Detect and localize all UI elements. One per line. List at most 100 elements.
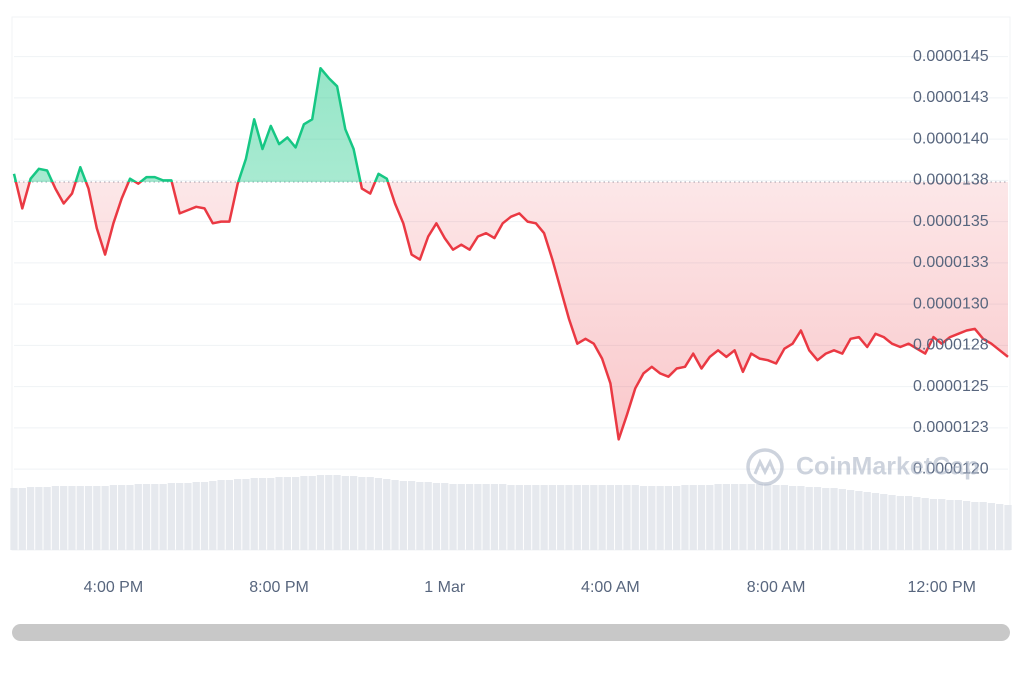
- volume-bar: [474, 484, 482, 550]
- y-tick-label: 0.0000138: [913, 172, 989, 189]
- volume-bar: [780, 485, 788, 550]
- volume-bar: [855, 491, 863, 550]
- volume-bar: [366, 477, 374, 550]
- volume-bar: [374, 478, 383, 550]
- volume-bar: [697, 485, 706, 550]
- volume-bar: [623, 485, 631, 550]
- volume-bar: [84, 486, 93, 550]
- volume-bar: [10, 488, 18, 550]
- y-tick-label: 0.0000135: [913, 213, 989, 230]
- volume-bar: [449, 484, 457, 550]
- volume-bar: [606, 485, 615, 550]
- volume-bar: [706, 485, 714, 550]
- x-tick-label: 4:00 PM: [84, 579, 144, 596]
- volume-bar: [830, 488, 838, 550]
- volume-bar: [101, 486, 109, 550]
- x-tick-label: 12:00 PM: [907, 579, 975, 596]
- volume-bar: [432, 483, 441, 550]
- volume-bar: [167, 483, 176, 550]
- volume-bar: [383, 479, 391, 550]
- volume-bar: [109, 485, 118, 550]
- volume-bar: [26, 487, 35, 550]
- volume-bar: [76, 486, 84, 550]
- volume-bar: [954, 500, 962, 550]
- volume-bar: [242, 479, 250, 550]
- volume-bar: [846, 490, 855, 550]
- volume-bar: [457, 484, 465, 550]
- volume-bar: [648, 486, 656, 550]
- volume-bar: [358, 477, 366, 550]
- volume-bar: [234, 479, 242, 550]
- y-tick-label: 0.0000128: [913, 337, 989, 354]
- y-tick-label: 0.0000125: [913, 378, 989, 395]
- volume-bar: [499, 484, 507, 550]
- watermark-text: CoinMarketCap: [796, 453, 979, 481]
- volume-bar: [291, 477, 300, 550]
- volume-bar: [631, 485, 639, 550]
- volume-bar: [938, 499, 946, 550]
- volume-bar: [416, 482, 424, 550]
- volume-bar: [399, 481, 407, 550]
- volume-bar: [126, 485, 134, 550]
- volume-bar: [772, 485, 780, 550]
- volume-bar: [797, 486, 805, 550]
- volume-bar: [159, 484, 167, 550]
- y-tick-label: 0.0000120: [913, 460, 989, 477]
- y-tick-label: 0.0000143: [913, 89, 989, 106]
- volume-bar: [176, 483, 184, 550]
- volume-bar: [1004, 505, 1012, 550]
- volume-bar: [308, 476, 316, 550]
- volume-bar: [946, 500, 954, 550]
- volume-bar: [532, 485, 540, 550]
- volume-bar: [664, 486, 673, 550]
- volume-bar: [722, 484, 731, 550]
- volume-bar: [987, 503, 996, 550]
- volume-bar: [581, 485, 590, 550]
- y-tick-label: 0.0000145: [913, 48, 989, 65]
- y-tick-label: 0.0000140: [913, 130, 989, 147]
- volume-bar: [192, 482, 200, 550]
- volume-bar: [755, 484, 764, 550]
- volume-bar: [341, 476, 349, 550]
- volume-bar: [51, 486, 60, 550]
- volume-bar: [333, 475, 341, 550]
- x-tick-label: 8:00 PM: [249, 579, 309, 596]
- volume-bar: [979, 502, 987, 550]
- volume-bar: [896, 496, 904, 550]
- volume-bar: [209, 481, 217, 550]
- volume-bar: [714, 484, 722, 550]
- volume-bar: [441, 483, 449, 550]
- volume-bar: [490, 484, 499, 550]
- volume-bar: [681, 485, 689, 550]
- volume-bar: [880, 494, 888, 550]
- volume-bar: [838, 489, 846, 550]
- volume-bar: [598, 485, 606, 550]
- x-tick-label: 4:00 AM: [581, 579, 640, 596]
- volume-bar: [200, 482, 209, 550]
- x-tick-label: 1 Mar: [424, 579, 466, 596]
- y-tick-label: 0.0000130: [913, 295, 989, 312]
- volume-bar: [142, 484, 151, 550]
- volume-bar: [275, 477, 283, 550]
- volume-bar: [904, 496, 913, 550]
- volume-bar: [573, 485, 581, 550]
- scrollbar[interactable]: [12, 624, 1010, 641]
- volume-bar: [739, 484, 747, 550]
- price-line-down: [14, 182, 1009, 441]
- volume-bar: [731, 484, 739, 550]
- volume-bar: [482, 484, 490, 550]
- volume-bar: [391, 480, 399, 550]
- volume-bar: [788, 486, 797, 550]
- volume-bar: [184, 483, 192, 550]
- volume-bar: [523, 485, 532, 550]
- volume-bar: [515, 485, 523, 550]
- watermark: CoinMarketCap: [746, 448, 979, 486]
- volume-bar: [929, 499, 938, 550]
- volume-bar: [888, 495, 896, 550]
- volume-bar: [913, 497, 921, 550]
- volume-bar: [43, 487, 51, 550]
- volume-bar: [35, 487, 43, 550]
- volume-bar: [225, 480, 234, 550]
